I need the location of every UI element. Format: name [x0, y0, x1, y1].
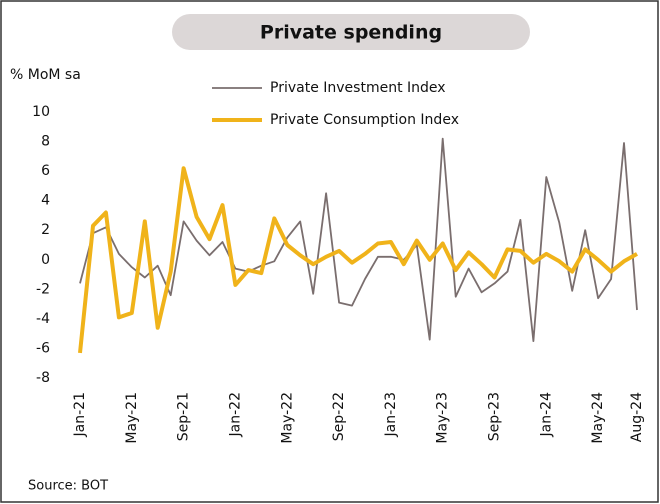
y-tick-label: 2 — [41, 222, 50, 238]
y-tick-label: 6 — [41, 163, 50, 179]
legend-label: Private Investment Index — [270, 80, 446, 96]
chart-title: Private spending — [260, 22, 442, 44]
y-tick-label: -8 — [36, 370, 50, 386]
y-tick-label: -2 — [36, 281, 50, 297]
x-tick-label: Sep-21 — [176, 392, 192, 441]
y-tick-label: 4 — [41, 193, 50, 209]
source: Source: BOT — [28, 479, 108, 494]
series-line — [79, 137, 638, 342]
title-pill — [172, 14, 530, 50]
y-tick-label: 8 — [41, 134, 50, 150]
series-line — [78, 166, 638, 354]
y-tick-label: -4 — [36, 311, 50, 327]
x-tick-label: Aug-24 — [629, 392, 645, 442]
x-tick-label: Jan-21 — [72, 392, 88, 437]
x-tick-label: Jan-24 — [538, 392, 554, 438]
x-tick-label: May-21 — [124, 392, 140, 444]
x-tick-label: Sep-23 — [487, 392, 503, 441]
x-tick-label: May-22 — [279, 392, 295, 444]
y-tick-label: 10 — [32, 104, 50, 120]
y-tick-label: -6 — [36, 340, 50, 356]
x-tick-label: Jan-22 — [227, 392, 243, 437]
x-tick-label: Jan-23 — [383, 392, 399, 437]
y-axis-label: % MoM sa — [10, 67, 81, 83]
x-tick-label: May-24 — [590, 392, 606, 444]
legend-label: Private Consumption Index — [270, 112, 459, 128]
x-tick-label: May-23 — [435, 392, 451, 444]
x-tick-label: Sep-22 — [331, 392, 347, 441]
y-tick-label: 0 — [41, 252, 50, 268]
